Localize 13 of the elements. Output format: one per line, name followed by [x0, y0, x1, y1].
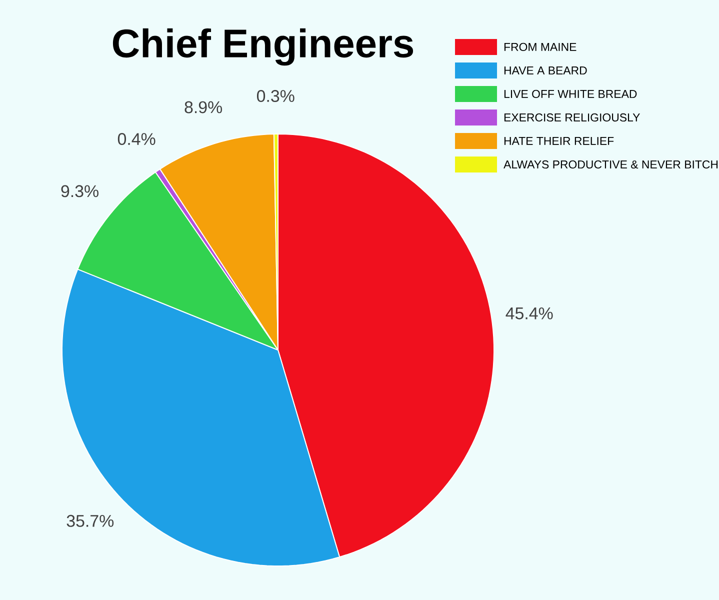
legend-label: HAVE A BEARD	[504, 66, 587, 74]
legend-label: EXERCISE RELIGIOUSLY	[504, 113, 640, 122]
chart-title: Chief Engineers	[112, 28, 414, 66]
data-label: 0.4%	[118, 133, 156, 146]
legend-label: LIVE OFF WHITE BREAD	[504, 90, 637, 98]
legend-label: HATE THEIR RELIEF	[504, 137, 614, 145]
data-label: 0.3%	[256, 90, 294, 102]
data-label: 35.7%	[66, 514, 114, 527]
data-label: 8.9%	[184, 101, 222, 114]
legend-label: ALWAYS PRODUCTIVE & NEVER BITCH	[504, 160, 718, 169]
data-label: 9.3%	[61, 185, 98, 198]
data-label: 45.4%	[506, 307, 553, 320]
legend-label: FROM MAINE	[504, 42, 576, 52]
